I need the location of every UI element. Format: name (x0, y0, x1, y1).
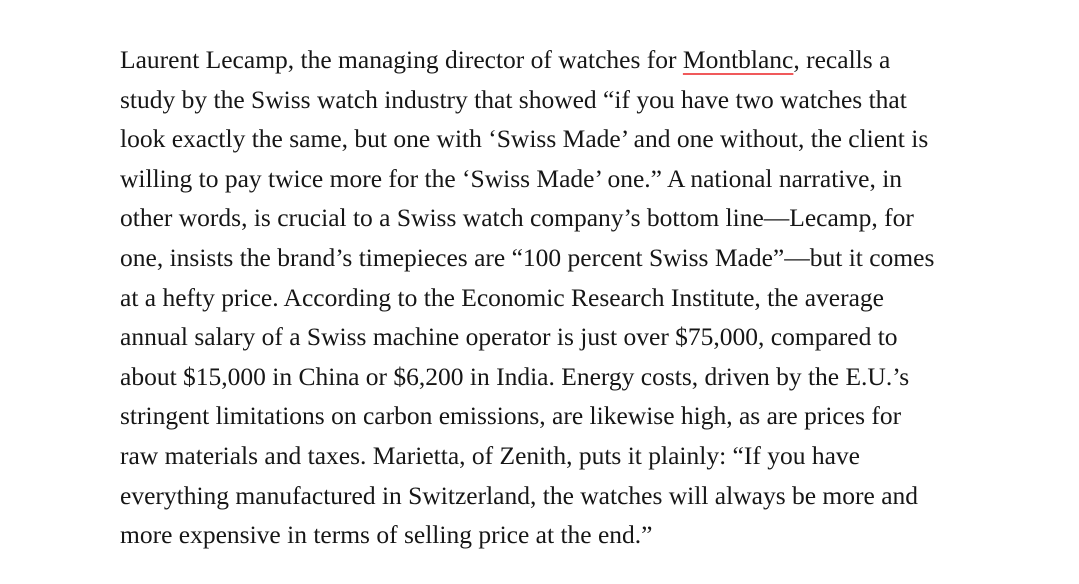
paragraph-line: stringent limitations on carbon emission… (120, 396, 1079, 436)
montblanc-link[interactable]: Montblanc (682, 45, 794, 74)
text-run: raw materials and taxes. Marietta, of Ze… (120, 440, 860, 470)
article-body: Laurent Lecamp, the managing director of… (120, 40, 1079, 555)
paragraph-line: look exactly the same, but one with ‘Swi… (120, 119, 1079, 159)
text-run: willing to pay twice more for the ‘Swiss… (120, 163, 903, 193)
text-run: about $15,000 in China or $6,200 in Indi… (120, 361, 910, 391)
paragraph-line: everything manufactured in Switzerland, … (120, 476, 1079, 516)
paragraph-line: at a hefty price. According to the Econo… (120, 278, 1079, 318)
text-run: more expensive in terms of selling price… (120, 520, 653, 550)
text-run: annual salary of a Swiss machine operato… (120, 322, 898, 352)
text-run: Laurent Lecamp, the managing director of… (120, 45, 683, 74)
paragraph-line: one, insists the brand’s timepieces are … (120, 238, 1079, 278)
text-run: other words, is crucial to a Swiss watch… (120, 203, 914, 233)
paragraph-line: Laurent Lecamp, the managing director of… (120, 40, 1079, 80)
paragraph-line: about $15,000 in China or $6,200 in Indi… (120, 357, 1079, 397)
text-run: one, insists the brand’s timepieces are … (120, 242, 935, 272)
paragraph-line: study by the Swiss watch industry that s… (120, 80, 1079, 120)
text-run: , recalls a (793, 45, 891, 74)
text-run: stringent limitations on carbon emission… (120, 401, 902, 431)
text-run: look exactly the same, but one with ‘Swi… (120, 124, 929, 154)
paragraph-line: other words, is crucial to a Swiss watch… (120, 198, 1079, 238)
text-run: everything manufactured in Switzerland, … (120, 480, 919, 510)
paragraph: Laurent Lecamp, the managing director of… (120, 40, 1079, 555)
paragraph-line: willing to pay twice more for the ‘Swiss… (120, 159, 1079, 199)
paragraph-line: raw materials and taxes. Marietta, of Ze… (120, 436, 1079, 476)
text-run: study by the Swiss watch industry that s… (120, 84, 907, 114)
paragraph-line: more expensive in terms of selling price… (120, 515, 1079, 555)
text-run: at a hefty price. According to the Econo… (120, 282, 884, 312)
paragraph-line: annual salary of a Swiss machine operato… (120, 317, 1079, 357)
